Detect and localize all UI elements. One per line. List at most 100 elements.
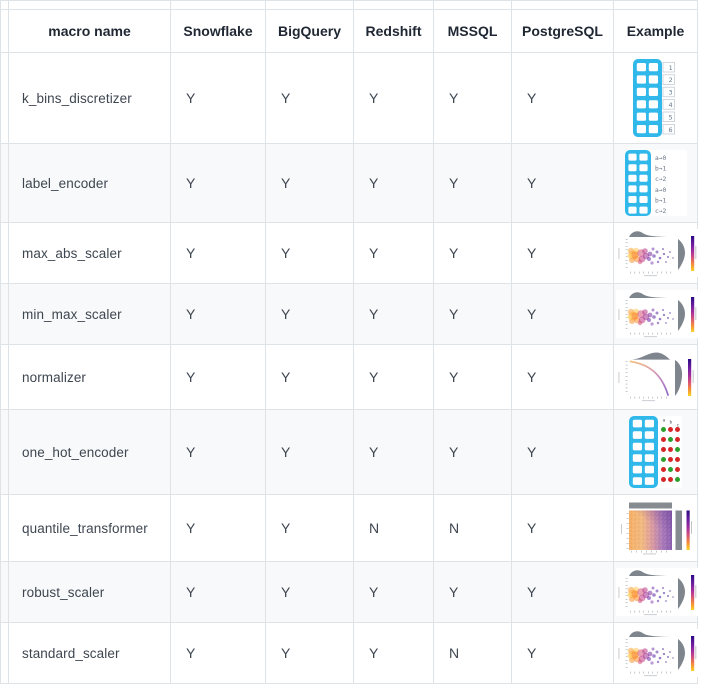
support-cell-mssql: Y (433, 561, 512, 623)
one-hot-table-icon: a bc (629, 416, 682, 488)
support-cell-bigquery: Y (265, 494, 354, 562)
cropped-edge-cell (0, 561, 9, 623)
example-cell: a→0 b→1 c→2 a→0 b→1 c→2 (613, 143, 698, 223)
support-cell-redshift: Y (353, 283, 434, 345)
table-row: standard_scaler Y Y Y N Y (0, 622, 698, 684)
support-cell-postgresql: Y (511, 283, 614, 345)
quantile-heatmap-icon (616, 501, 696, 555)
example-cell (613, 222, 698, 284)
table-row: min_max_scaler Y Y Y Y Y (0, 283, 698, 345)
support-cell-postgresql: Y (511, 409, 614, 495)
support-cell-postgresql: Y (511, 143, 614, 223)
column-header-macro: macro name (8, 9, 171, 53)
svg-text:a: a (663, 419, 666, 424)
example-cell (613, 561, 698, 623)
cropped-edge-row (0, 0, 698, 10)
cropped-edge-cell (0, 622, 9, 684)
svg-text:3: 3 (669, 89, 673, 97)
support-cell-redshift: Y (353, 222, 434, 284)
column-header-redshift: Redshift (353, 9, 434, 53)
svg-text:a→0: a→0 (655, 155, 666, 162)
support-cell-redshift: Y (353, 561, 434, 623)
cropped-edge-cell (265, 0, 354, 10)
example-cell (613, 494, 698, 562)
svg-text:4: 4 (669, 101, 673, 109)
cropped-edge-cell (0, 283, 9, 345)
support-cell-snowflake: Y (170, 622, 266, 684)
support-cell-postgresql: Y (511, 344, 614, 410)
support-cell-postgresql: Y (511, 622, 614, 684)
table-row: normalizer Y Y Y Y Y (0, 344, 698, 410)
jointplot-scatter-icon (616, 290, 698, 338)
cropped-edge-cell (0, 9, 9, 53)
example-cell: 1 2 3 4 5 6 (613, 52, 698, 144)
table-row: k_bins_discretizer Y Y Y Y Y 1 2 3 4 5 6 (0, 52, 698, 144)
svg-text:5: 5 (669, 113, 673, 121)
column-header-mssql: MSSQL (433, 9, 512, 53)
macro-support-table: macro name Snowflake BigQuery Redshift MSSQL… (0, 0, 698, 684)
support-cell-snowflake: Y (170, 561, 266, 623)
cropped-edge-cell (0, 52, 9, 144)
svg-text:2: 2 (669, 76, 673, 84)
cropped-edge-cell (0, 494, 9, 562)
macro-name-cell: robust_scaler (8, 561, 171, 623)
support-cell-snowflake: Y (170, 283, 266, 345)
example-cell (613, 622, 698, 684)
support-cell-mssql: Y (433, 344, 512, 410)
support-cell-snowflake: Y (170, 143, 266, 223)
svg-text:c: c (677, 424, 680, 429)
example-cell (613, 283, 698, 345)
support-cell-mssql: Y (433, 52, 512, 144)
cropped-edge-cell (0, 222, 9, 284)
svg-text:b: b (670, 420, 673, 426)
column-header-example: Example (613, 9, 698, 53)
column-header-bigquery: BigQuery (265, 9, 354, 53)
svg-text:1: 1 (669, 64, 673, 72)
macro-name-cell: standard_scaler (8, 622, 171, 684)
macro-name-cell: label_encoder (8, 143, 171, 223)
cropped-edge-cell (0, 0, 9, 10)
support-cell-bigquery: Y (265, 222, 354, 284)
svg-text:c→2: c→2 (655, 176, 666, 183)
table-header: macro name Snowflake BigQuery Redshift MSSQL… (0, 0, 698, 53)
support-cell-mssql: N (433, 494, 512, 562)
support-cell-postgresql: Y (511, 494, 614, 562)
support-cell-mssql: Y (433, 283, 512, 345)
support-cell-snowflake: Y (170, 344, 266, 410)
macro-name-cell: k_bins_discretizer (8, 52, 171, 144)
cropped-edge-cell (433, 0, 512, 10)
label-encoded-table-icon: a→0 b→1 c→2 a→0 b→1 c→2 (624, 150, 687, 216)
binned-table-icon: 1 2 3 4 5 6 (633, 59, 678, 137)
cropped-edge-cell (511, 0, 614, 10)
cropped-edge-cell (0, 344, 9, 410)
macro-name-cell: quantile_transformer (8, 494, 171, 562)
macro-name-cell: min_max_scaler (8, 283, 171, 345)
svg-text:a→0: a→0 (655, 187, 666, 194)
cropped-edge-cell (0, 409, 9, 495)
table-body: k_bins_discretizer Y Y Y Y Y 1 2 3 4 5 6 label_encod… (0, 52, 698, 684)
svg-text:b→1: b→1 (655, 166, 666, 173)
cropped-edge-cell (613, 0, 698, 10)
macro-name-cell: max_abs_scaler (8, 222, 171, 284)
support-cell-bigquery: Y (265, 622, 354, 684)
svg-text:b→1: b→1 (655, 197, 666, 204)
support-cell-redshift: Y (353, 344, 434, 410)
support-cell-mssql: Y (433, 143, 512, 223)
support-cell-redshift: Y (353, 52, 434, 144)
jointplot-scatter-icon (616, 229, 698, 277)
support-cell-bigquery: Y (265, 143, 354, 223)
support-cell-redshift: Y (353, 622, 434, 684)
cropped-edge-cell (353, 0, 434, 10)
cropped-edge-cell (8, 0, 171, 10)
table-row: robust_scaler Y Y Y Y Y (0, 561, 698, 623)
column-header-snowflake: Snowflake (170, 9, 266, 53)
jointplot-scatter-icon (616, 568, 698, 616)
column-header-postgresql: PostgreSQL (511, 9, 614, 53)
table-row: max_abs_scaler Y Y Y Y Y (0, 222, 698, 284)
header-row: macro name Snowflake BigQuery Redshift MSSQL… (0, 9, 698, 53)
support-cell-bigquery: Y (265, 409, 354, 495)
support-cell-redshift: N (353, 494, 434, 562)
support-cell-mssql: Y (433, 222, 512, 284)
